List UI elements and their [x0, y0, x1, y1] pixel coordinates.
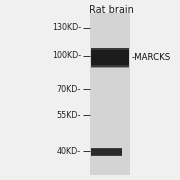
Bar [91, 148, 122, 149]
Bar [91, 65, 129, 68]
Text: -MARCKS: -MARCKS [131, 53, 171, 62]
Bar [91, 155, 122, 156]
Bar [91, 148, 122, 156]
Text: Rat brain: Rat brain [89, 5, 134, 15]
Bar [90, 13, 130, 175]
Bar [91, 48, 129, 68]
Text: 55KD-: 55KD- [57, 111, 81, 120]
Text: 70KD-: 70KD- [57, 85, 81, 94]
Bar [91, 48, 129, 50]
Text: 130KD-: 130KD- [52, 23, 81, 32]
Text: 100KD-: 100KD- [52, 51, 81, 60]
Text: 40KD-: 40KD- [57, 147, 81, 156]
